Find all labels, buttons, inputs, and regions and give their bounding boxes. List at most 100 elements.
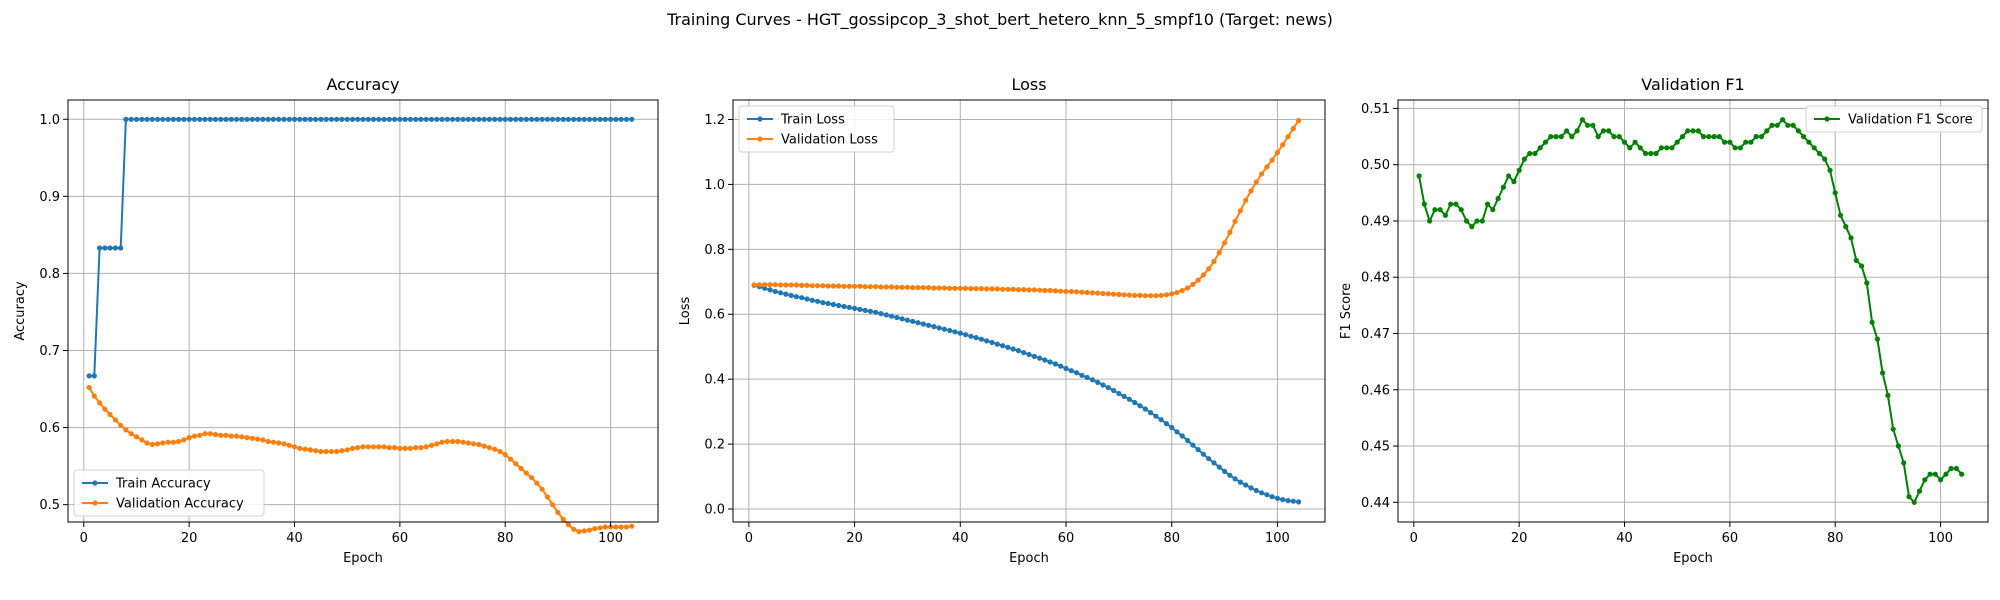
- legend-label: Train Accuracy: [115, 477, 211, 492]
- data-point: [97, 400, 103, 406]
- data-point: [486, 445, 492, 451]
- legend-label: Validation Accuracy: [116, 497, 244, 512]
- data-point: [820, 300, 826, 306]
- data-point: [968, 333, 974, 339]
- data-point: [1611, 134, 1617, 140]
- data-point: [941, 285, 948, 291]
- data-point: [1569, 134, 1575, 140]
- data-point: [873, 309, 879, 315]
- data-point: [128, 116, 134, 122]
- data-point: [502, 452, 508, 458]
- data-point: [476, 116, 482, 122]
- data-point: [1901, 460, 1907, 466]
- data-point: [1243, 197, 1249, 203]
- data-point: [1095, 290, 1101, 296]
- data-point: [1163, 292, 1169, 298]
- x-tick-label: 100: [1928, 531, 1953, 546]
- data-point: [1174, 429, 1180, 435]
- data-point: [1632, 139, 1638, 145]
- data-point: [1469, 224, 1475, 230]
- data-point: [1058, 288, 1064, 294]
- data-point: [397, 116, 403, 122]
- data-point: [1427, 218, 1433, 224]
- data-point: [365, 116, 371, 122]
- data-point: [123, 116, 129, 122]
- data-point: [1248, 188, 1254, 194]
- data-point: [602, 116, 608, 122]
- data-point: [381, 444, 387, 450]
- data-point: [228, 116, 234, 122]
- data-point: [1015, 287, 1022, 293]
- data-point: [534, 480, 540, 486]
- data-point: [381, 116, 387, 122]
- data-point: [783, 291, 789, 297]
- data-point: [1227, 229, 1233, 235]
- data-point: [1716, 134, 1722, 140]
- y-tick-label: 0.49: [1361, 214, 1390, 229]
- data-point: [931, 324, 937, 330]
- data-point: [862, 307, 868, 313]
- y-tick-label: 0.4: [704, 373, 725, 388]
- data-point: [186, 116, 192, 122]
- data-point: [1000, 286, 1006, 292]
- data-point: [349, 116, 356, 122]
- x-tick-label: 100: [598, 531, 623, 546]
- data-point: [894, 284, 900, 290]
- data-point: [1031, 353, 1037, 359]
- data-point: [91, 393, 97, 399]
- data-point: [149, 441, 155, 448]
- data-point: [1938, 477, 1944, 483]
- data-point: [344, 116, 350, 122]
- y-tick-label: 0.50: [1361, 158, 1390, 173]
- data-point: [550, 502, 556, 508]
- data-point: [1211, 258, 1217, 264]
- data-point: [434, 116, 440, 122]
- y-tick-label: 0.8: [39, 267, 60, 282]
- data-point: [841, 303, 847, 310]
- data-point: [139, 116, 145, 122]
- data-point: [249, 116, 255, 122]
- data-point: [1453, 201, 1459, 207]
- data-point: [1206, 266, 1212, 272]
- data-point: [915, 320, 921, 326]
- data-point: [539, 116, 545, 122]
- data-point: [878, 284, 884, 290]
- data-point: [862, 284, 868, 290]
- data-point: [910, 318, 916, 324]
- data-point: [223, 116, 229, 122]
- data-point: [947, 285, 953, 291]
- legend-swatch-marker: [92, 480, 98, 486]
- data-point: [1495, 195, 1501, 202]
- data-point: [618, 524, 624, 530]
- data-point: [592, 526, 598, 532]
- data-point: [1474, 218, 1480, 224]
- y-axis-label: Accuracy: [13, 281, 28, 341]
- data-point: [1490, 207, 1496, 213]
- legend-swatch-marker: [757, 136, 763, 142]
- data-point: [1000, 343, 1006, 349]
- data-point: [1711, 134, 1717, 140]
- legend-swatch-marker: [92, 500, 98, 506]
- data-point: [265, 116, 271, 122]
- data-point: [197, 432, 203, 438]
- data-point: [1005, 286, 1011, 292]
- data-point: [788, 282, 794, 288]
- data-point: [1137, 292, 1143, 298]
- data-point: [334, 448, 340, 455]
- data-point: [867, 284, 874, 290]
- data-point: [1685, 128, 1691, 134]
- data-point: [1500, 184, 1506, 190]
- x-tick-label: 0: [80, 531, 88, 546]
- data-point: [255, 436, 261, 442]
- data-point: [772, 282, 778, 288]
- data-point: [144, 440, 150, 446]
- data-point: [1290, 498, 1296, 504]
- y-axis-label: F1 Score: [1339, 283, 1354, 339]
- data-point: [1511, 179, 1517, 185]
- x-tick-label: 20: [1511, 531, 1528, 546]
- data-point: [112, 417, 118, 423]
- data-point: [1169, 424, 1175, 431]
- data-point: [486, 116, 492, 122]
- data-point: [1732, 145, 1738, 151]
- data-point: [202, 116, 208, 122]
